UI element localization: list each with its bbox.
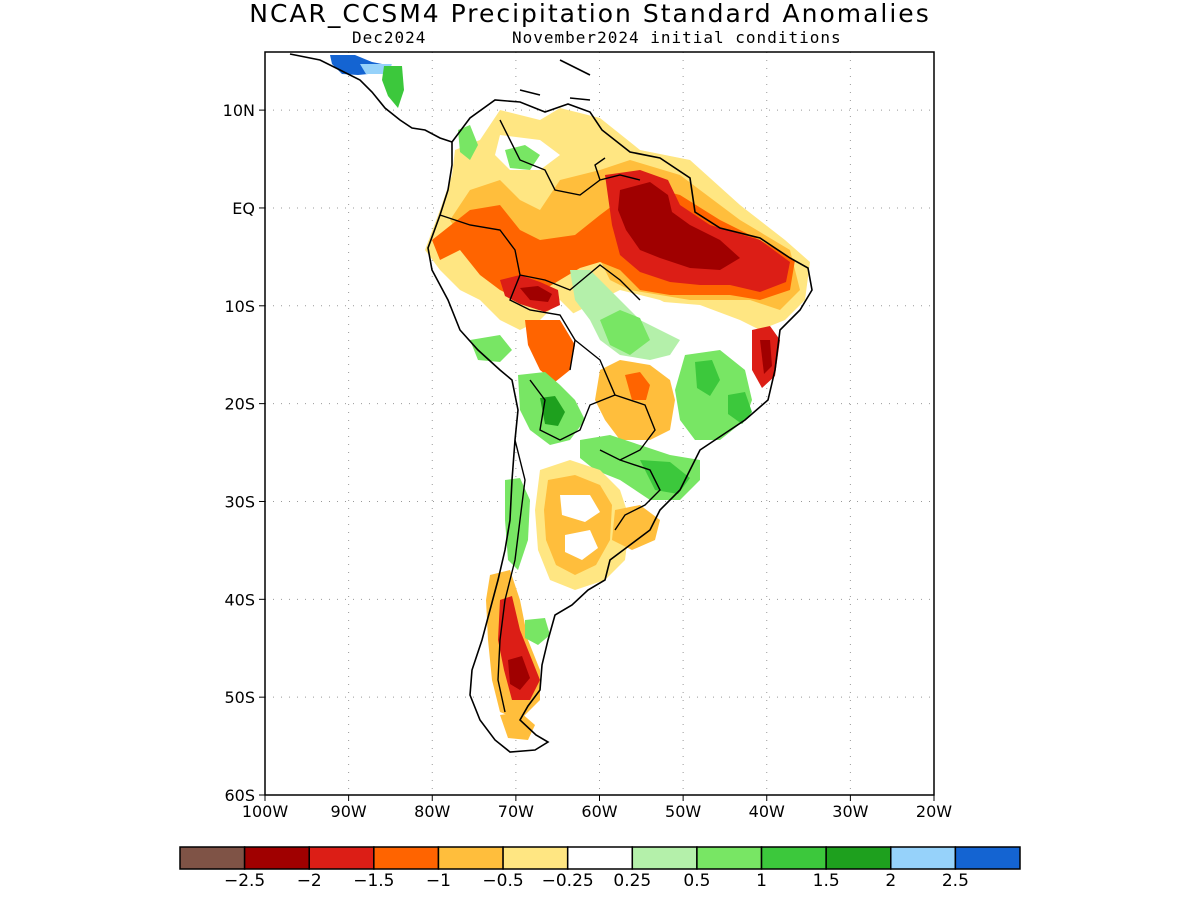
anomaly-ca-green [382,66,404,108]
lon-tick-label: 50W [665,802,701,821]
anomaly-colombia-green [458,125,478,160]
anomaly-paraguay-darkorange [625,372,650,400]
colorbar-swatch [308,846,375,870]
anomaly-bolivia-orange [525,320,575,382]
valid-month: Dec2024 [352,28,427,47]
colorbar-label: 2 [885,871,896,891]
lat-tick-label: 30S [224,492,255,511]
lat-tick-label: 10S [224,297,255,316]
colorbar-label: −1 [426,871,451,891]
lat-tick-label: 40S [224,590,255,609]
central-america-outline [289,53,453,143]
anomaly-argentina-white2 [565,530,598,560]
anomaly-east-green [675,350,752,440]
lon-tick-label: 40W [749,802,785,821]
anomaly-uruguay-orange [612,505,660,550]
colorbar-swatch [502,846,569,870]
lon-tick-label: 70W [498,802,534,821]
colorbar-swatch [631,846,698,870]
colorbar-swatch [954,846,1021,870]
colorbar-swatch [373,846,440,870]
colorbar-label: 1 [756,871,767,891]
colorbar-label: −2.5 [224,871,265,891]
colorbar-swatch [696,846,763,870]
colorbar-swatch [437,846,504,870]
anomaly-ne-brazil-darkred [760,340,772,374]
colorbar-labels: −2.5 −2 −1.5 −1 −0.5 −0.25 0.25 0.5 1 1.5 2 2.5 [224,871,969,891]
anomaly-east-green2 [695,360,720,396]
coastlines [289,53,813,753]
colorbar-swatch [825,846,892,870]
lat-tick-label: 60S [224,786,255,805]
colorbar-swatch [760,846,827,870]
colorbar-label: 1.5 [813,871,840,891]
colorbar-swatch [179,846,246,870]
country-borders [439,119,661,713]
lon-tick-label: 30W [832,802,868,821]
lon-tick-label: 80W [414,802,450,821]
colorbar-label: −0.5 [482,871,523,891]
anomaly-argentina-white [560,495,600,522]
anomaly-east-green3 [728,392,752,424]
lat-tick-label: 20S [224,395,255,414]
colorbar-label: −1.5 [353,871,394,891]
anomaly-patagonia-red [498,596,540,700]
map-title: NCAR_CCSM4 Precipitation Standard Anomal… [249,0,931,28]
colorbar-label: 2.5 [942,871,969,891]
caribbean-coast [519,59,591,101]
lat-tick-label: 50S [224,688,255,707]
lon-tick-label: 90W [331,802,367,821]
south-america-outline [427,99,813,753]
anomaly-south-green2 [640,460,690,494]
lat-tick-label: EQ [232,199,255,218]
colorbar-swatch [243,846,310,870]
anomaly-amazon-darkred [618,182,740,270]
anomaly-lowerleft-green [470,335,512,362]
anomaly-patagonia-green [525,618,550,645]
colorbar-label: 0.5 [683,871,710,891]
lon-tick-label: 20W [916,802,952,821]
anomaly-field [330,55,810,740]
init-conditions: November2024 initial conditions [512,28,842,47]
colorbar-swatch [890,846,957,870]
lon-tick-label: 60W [581,802,617,821]
anomaly-tierra-orange [500,712,535,740]
lat-tick-label: 10N [223,101,255,120]
anomaly-patagonia-darkred [508,656,530,690]
colorbar-label: 0.25 [613,871,651,891]
colorbar-label: −2 [297,871,322,891]
lon-tick-label: 100W [242,802,289,821]
latitude-axis: 10N EQ 10S 20S 30S 40S 50S 60S [223,101,265,805]
colorbar [179,846,1021,870]
anomaly-central-green2 [600,310,650,355]
colorbar-label: −0.25 [542,871,594,891]
colorbar-swatch [566,846,634,870]
anomaly-chile-green2 [540,396,565,426]
longitude-axis: 100W 90W 80W 70W 60W 50W 40W 30W 20W [242,795,952,821]
anomaly-peru-darkred [520,286,552,302]
